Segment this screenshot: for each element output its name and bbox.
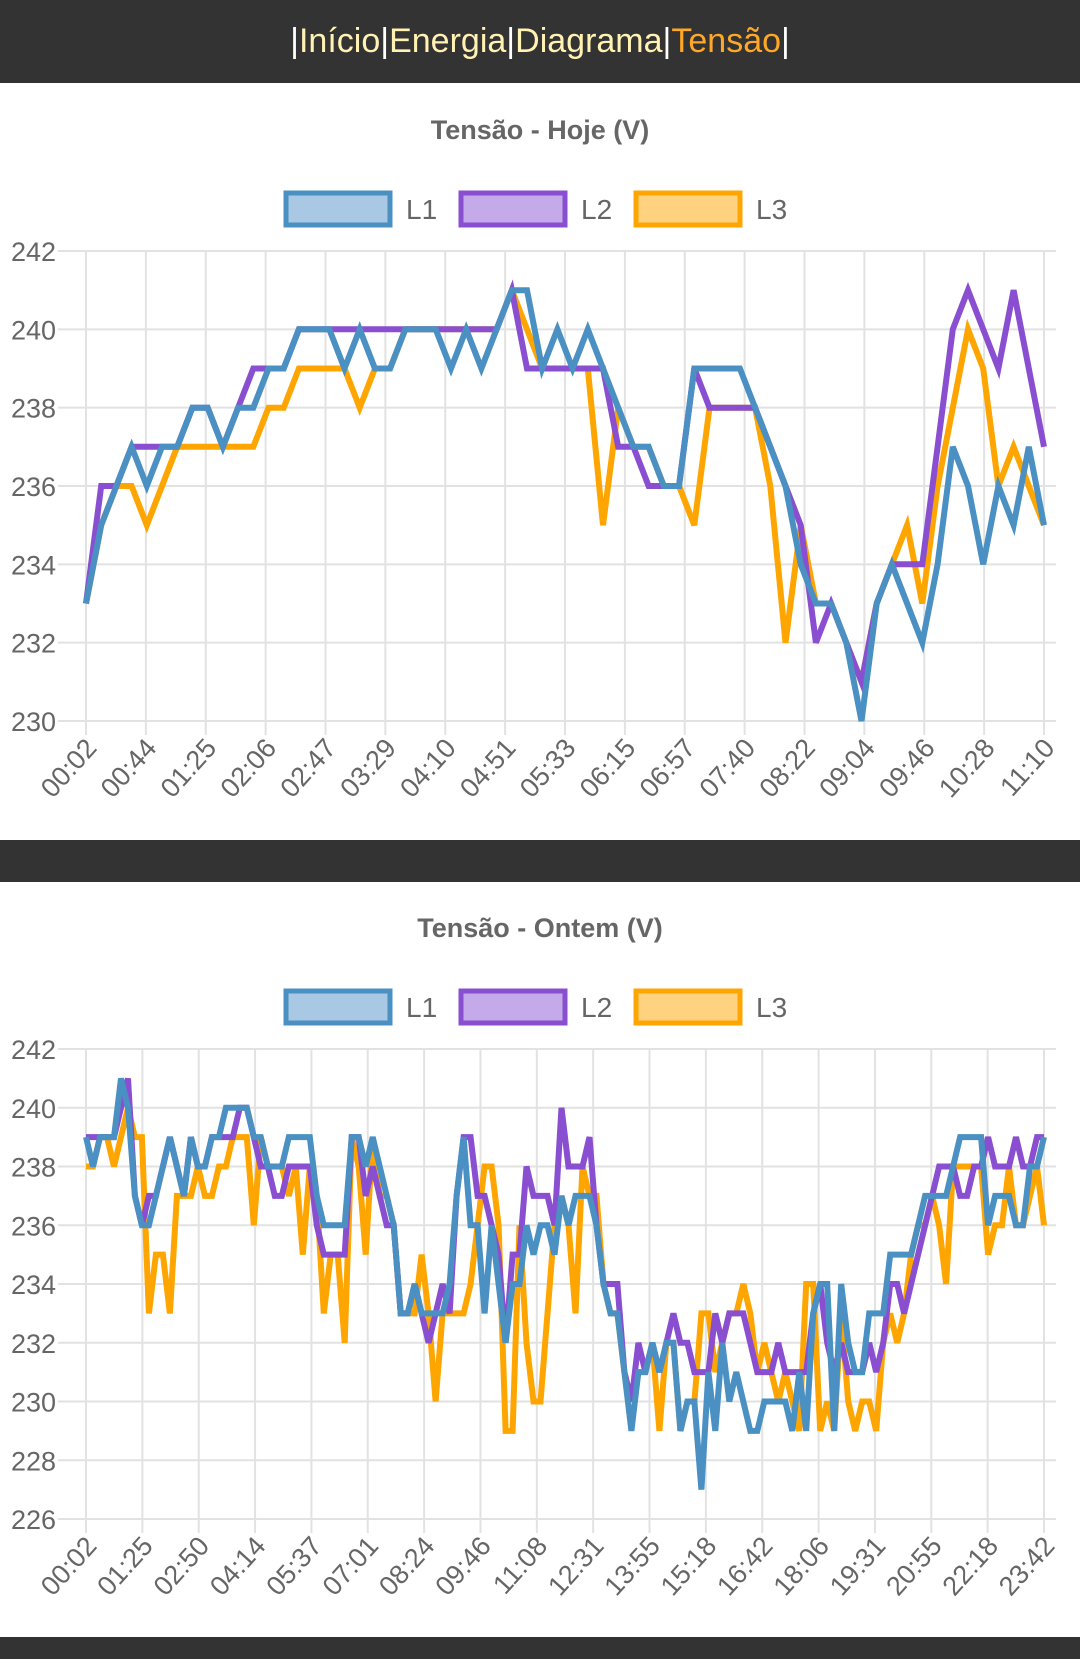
x-tick-label: 07:01 xyxy=(317,1531,385,1601)
x-tick-label: 09:04 xyxy=(813,733,881,803)
legend-item-l2[interactable]: L2 xyxy=(458,988,612,1026)
y-tick-label: 236 xyxy=(11,472,56,502)
x-tick-label: 02:06 xyxy=(215,733,283,803)
legend-label: L2 xyxy=(581,194,612,225)
x-tick-label: 05:37 xyxy=(260,1531,328,1601)
x-tick-label: 13:55 xyxy=(598,1531,666,1601)
chart-title: Tensão - Ontem (V) xyxy=(417,913,663,943)
nav-separator: | xyxy=(781,22,790,60)
x-tick-label: 22:18 xyxy=(937,1531,1005,1601)
legend-item-l1[interactable]: L1 xyxy=(283,190,437,228)
legend-swatch xyxy=(633,190,743,228)
x-tick-label: 11:08 xyxy=(487,1531,553,1600)
y-tick-label: 234 xyxy=(11,550,56,580)
legend-label: L3 xyxy=(756,194,787,225)
legend-item-l3[interactable]: L3 xyxy=(633,190,787,228)
y-tick-label: 238 xyxy=(11,394,56,424)
y-tick-label: 240 xyxy=(11,1094,56,1124)
x-tick-label: 08:24 xyxy=(373,1531,441,1601)
legend-swatch xyxy=(458,190,568,228)
legend-swatch xyxy=(633,988,743,1026)
top-nav: | Início | Energia | Diagrama | Tensão | xyxy=(0,0,1080,83)
legend-swatch xyxy=(283,190,393,228)
x-tick-label: 03:29 xyxy=(334,733,402,803)
legend-swatch xyxy=(458,988,568,1026)
y-tick-label: 232 xyxy=(11,1329,56,1359)
y-tick-label: 242 xyxy=(11,1035,56,1065)
series-line-l2 xyxy=(86,1077,1044,1403)
chart-panel-yesterday: Tensão - Ontem (V) L1 L2 L3 242 240 238 236 234 2… xyxy=(0,882,1080,1637)
x-tick-label: 04:14 xyxy=(204,1531,272,1601)
x-tick-label: 09:46 xyxy=(429,1531,497,1601)
x-tick-label: 04:10 xyxy=(394,733,462,803)
legend-item-l1[interactable]: L1 xyxy=(283,988,437,1026)
y-tick-label: 236 xyxy=(11,1211,56,1241)
legend-label: L1 xyxy=(406,194,437,225)
x-tick-label: 00:02 xyxy=(35,1531,103,1601)
x-tick-label: 20:55 xyxy=(880,1531,948,1601)
nav-link-tensao[interactable]: Tensão xyxy=(671,22,782,60)
x-tick-label: 01:25 xyxy=(91,1531,159,1601)
x-tick-label: 11:10 xyxy=(994,733,1060,802)
x-tick-label: 09:46 xyxy=(873,733,941,803)
nav-separator: | xyxy=(662,22,672,60)
chart-panel-today: Tensão - Hoje (V) L1 L2 L3 242 240 238 236 234 23… xyxy=(0,83,1080,840)
y-tick-label: 242 xyxy=(11,237,56,267)
x-tick-label: 08:22 xyxy=(753,733,821,803)
y-tick-label: 234 xyxy=(11,1270,56,1300)
nav-link-diagrama[interactable]: Diagrama xyxy=(515,22,663,60)
voltage-chart-yesterday: Tensão - Ontem (V) L1 L2 L3 242 240 238 236 234 2… xyxy=(11,913,1061,1601)
legend-label: L3 xyxy=(756,992,787,1023)
x-tick-label: 00:44 xyxy=(95,733,163,803)
x-tick-label: 07:40 xyxy=(694,733,762,803)
bottom-bar xyxy=(0,1637,1080,1659)
x-tick-label: 01:25 xyxy=(155,733,223,803)
nav-link-energia[interactable]: Energia xyxy=(389,22,507,60)
section-divider xyxy=(0,840,1080,882)
x-tick-label: 06:57 xyxy=(634,733,702,803)
y-tick-label: 232 xyxy=(11,629,56,659)
x-tick-label: 00:02 xyxy=(35,733,103,803)
series-line-l1 xyxy=(83,287,1047,722)
legend-swatch xyxy=(283,988,393,1026)
legend-item-l2[interactable]: L2 xyxy=(458,190,612,228)
legend-label: L1 xyxy=(406,992,437,1023)
y-tick-label: 230 xyxy=(11,707,56,737)
x-tick-label: 10:28 xyxy=(933,733,1001,803)
nav-separator: | xyxy=(290,22,299,60)
series-line-l1 xyxy=(83,1077,1047,1490)
nav-link-inicio[interactable]: Início xyxy=(298,22,381,60)
y-tick-label: 228 xyxy=(11,1446,56,1476)
x-tick-label: 02:47 xyxy=(274,733,342,803)
y-tick-label: 226 xyxy=(11,1505,56,1535)
x-tick-label: 18:06 xyxy=(768,1531,836,1601)
x-tick-label: 15:18 xyxy=(655,1531,723,1601)
x-tick-label: 12:31 xyxy=(542,1531,610,1601)
x-tick-label: 23:42 xyxy=(993,1531,1061,1601)
chart-title: Tensão - Hoje (V) xyxy=(431,115,650,145)
voltage-chart-today: Tensão - Hoje (V) L1 L2 L3 242 240 238 236 234 23… xyxy=(11,115,1061,803)
y-tick-label: 230 xyxy=(11,1388,56,1418)
x-tick-label: 06:15 xyxy=(574,733,642,803)
y-tick-label: 240 xyxy=(11,315,56,345)
x-tick-label: 19:31 xyxy=(824,1531,892,1601)
x-tick-label: 02:50 xyxy=(148,1531,216,1601)
legend-label: L2 xyxy=(581,992,612,1023)
nav-separator: | xyxy=(506,22,516,60)
x-tick-label: 04:51 xyxy=(454,733,522,803)
x-tick-label: 05:33 xyxy=(514,733,582,803)
x-tick-label: 16:42 xyxy=(711,1531,779,1601)
legend-item-l3[interactable]: L3 xyxy=(633,988,787,1026)
nav-separator: | xyxy=(380,22,390,60)
y-tick-label: 238 xyxy=(11,1153,56,1183)
